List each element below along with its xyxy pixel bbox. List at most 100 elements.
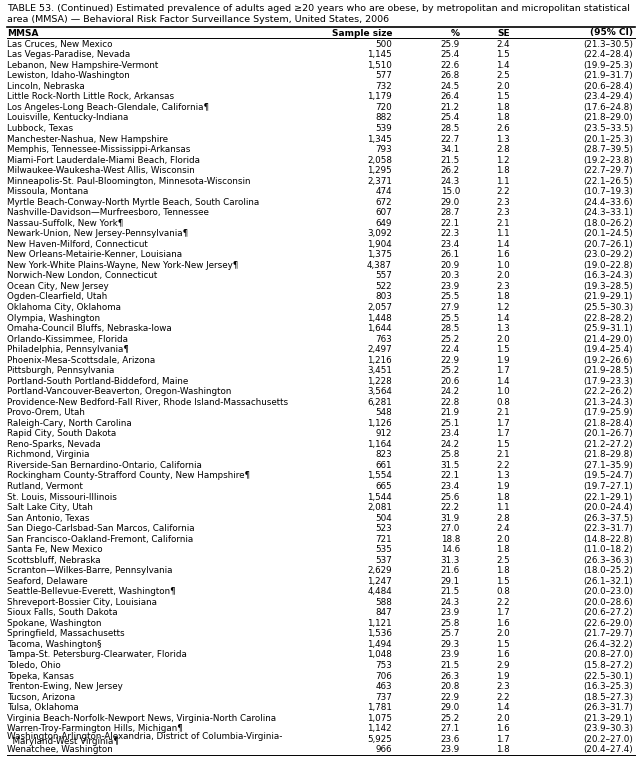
Text: 25.5: 25.5 (440, 314, 460, 323)
Text: 18.8: 18.8 (440, 535, 460, 543)
Text: (19.4–25.4): (19.4–25.4) (583, 345, 633, 354)
Text: 1.7: 1.7 (496, 429, 510, 438)
Text: 1.4: 1.4 (496, 314, 510, 323)
Text: 2.0: 2.0 (496, 714, 510, 723)
Text: 27.1: 27.1 (441, 724, 460, 733)
Text: 2.3: 2.3 (496, 209, 510, 217)
Text: 22.2: 22.2 (441, 503, 460, 512)
Text: Tulsa, Oklahoma: Tulsa, Oklahoma (7, 703, 79, 712)
Text: 1.0: 1.0 (496, 261, 510, 270)
Text: 22.6: 22.6 (441, 61, 460, 70)
Text: (22.3–31.7): (22.3–31.7) (583, 524, 633, 533)
Text: 24.5: 24.5 (441, 82, 460, 91)
Text: 1.7: 1.7 (496, 734, 510, 743)
Text: 2.2: 2.2 (496, 598, 510, 607)
Text: Manchester-Nashua, New Hampshire: Manchester-Nashua, New Hampshire (7, 135, 168, 144)
Text: SE: SE (497, 28, 510, 37)
Text: 1,295: 1,295 (367, 166, 392, 175)
Text: 14.6: 14.6 (441, 545, 460, 554)
Text: 1.6: 1.6 (496, 619, 510, 628)
Text: 1.3: 1.3 (496, 472, 510, 480)
Text: (21.8–29.0): (21.8–29.0) (583, 113, 633, 123)
Text: 523: 523 (375, 524, 392, 533)
Text: Minneapolis-St. Paul-Bloomington, Minnesota-Wisconsin: Minneapolis-St. Paul-Bloomington, Minnes… (7, 177, 251, 186)
Text: (20.2–27.0): (20.2–27.0) (583, 734, 633, 743)
Text: 803: 803 (375, 292, 392, 301)
Text: 1.2: 1.2 (496, 155, 510, 164)
Text: (20.8–27.0): (20.8–27.0) (583, 651, 633, 660)
Text: 577: 577 (375, 72, 392, 81)
Text: (22.6–29.0): (22.6–29.0) (583, 619, 633, 628)
Text: 847: 847 (375, 608, 392, 617)
Text: 1.4: 1.4 (496, 377, 510, 386)
Text: Memphis, Tennessee-Mississippi-Arkansas: Memphis, Tennessee-Mississippi-Arkansas (7, 145, 190, 154)
Text: 1.5: 1.5 (496, 440, 510, 449)
Text: 1.8: 1.8 (496, 166, 510, 175)
Text: Omaha-Council Bluffs, Nebraska-Iowa: Omaha-Council Bluffs, Nebraska-Iowa (7, 324, 172, 333)
Text: 1.1: 1.1 (496, 503, 510, 512)
Text: 20.6: 20.6 (441, 377, 460, 386)
Text: 2.3: 2.3 (496, 198, 510, 207)
Text: 26.8: 26.8 (441, 72, 460, 81)
Text: (25.5–30.3): (25.5–30.3) (583, 303, 633, 312)
Text: 732: 732 (375, 82, 392, 91)
Text: 2.2: 2.2 (496, 187, 510, 196)
Text: (20.0–24.4): (20.0–24.4) (583, 503, 633, 512)
Text: 1.6: 1.6 (496, 250, 510, 260)
Text: 3,451: 3,451 (367, 366, 392, 375)
Text: 23.4: 23.4 (441, 482, 460, 491)
Text: New Haven-Milford, Connecticut: New Haven-Milford, Connecticut (7, 240, 147, 249)
Text: 522: 522 (376, 282, 392, 291)
Text: 23.4: 23.4 (441, 429, 460, 438)
Text: Sample size: Sample size (331, 28, 392, 37)
Text: (21.9–28.5): (21.9–28.5) (583, 366, 633, 375)
Text: Rutland, Vermont: Rutland, Vermont (7, 482, 83, 491)
Text: (17.9–23.3): (17.9–23.3) (583, 377, 633, 386)
Text: 1,494: 1,494 (367, 640, 392, 649)
Text: Washington-Arlington-Alexandria, District of Columbia-Virginia-: Washington-Arlington-Alexandria, Distric… (7, 733, 283, 741)
Text: 28.7: 28.7 (440, 209, 460, 217)
Text: Louisville, Kentucky-Indiana: Louisville, Kentucky-Indiana (7, 113, 128, 123)
Text: 24.2: 24.2 (441, 440, 460, 449)
Text: (27.1–35.9): (27.1–35.9) (583, 461, 633, 470)
Text: 2.0: 2.0 (496, 335, 510, 343)
Text: (14.8–22.8): (14.8–22.8) (583, 535, 633, 543)
Text: 1.8: 1.8 (496, 745, 510, 754)
Text: 1,448: 1,448 (367, 314, 392, 323)
Text: Raleigh-Cary, North Carolina: Raleigh-Cary, North Carolina (7, 419, 132, 428)
Text: Springfield, Massachusetts: Springfield, Massachusetts (7, 629, 124, 638)
Text: 1,228: 1,228 (367, 377, 392, 386)
Text: 21.5: 21.5 (441, 155, 460, 164)
Text: Reno-Sparks, Nevada: Reno-Sparks, Nevada (7, 440, 101, 449)
Text: 737: 737 (375, 693, 392, 702)
Text: (22.4–28.4): (22.4–28.4) (583, 50, 633, 59)
Text: 2.0: 2.0 (496, 629, 510, 638)
Text: Philadelphia, Pennsylvania¶: Philadelphia, Pennsylvania¶ (7, 345, 129, 354)
Text: 2.6: 2.6 (496, 124, 510, 133)
Text: 25.7: 25.7 (440, 629, 460, 638)
Text: 3,092: 3,092 (367, 229, 392, 238)
Text: Tucson, Arizona: Tucson, Arizona (7, 693, 75, 702)
Text: (22.1–29.1): (22.1–29.1) (583, 492, 633, 501)
Text: (16.3–25.3): (16.3–25.3) (583, 682, 633, 691)
Text: 25.8: 25.8 (440, 619, 460, 628)
Text: 504: 504 (375, 514, 392, 523)
Text: (19.9–25.3): (19.9–25.3) (583, 61, 633, 70)
Text: (21.3–24.3): (21.3–24.3) (583, 398, 633, 407)
Text: 29.0: 29.0 (441, 198, 460, 207)
Text: Topeka, Kansas: Topeka, Kansas (7, 671, 74, 680)
Text: Pittsburgh, Pennsylvania: Pittsburgh, Pennsylvania (7, 366, 114, 375)
Text: (23.9–30.3): (23.9–30.3) (583, 724, 633, 733)
Text: 22.8: 22.8 (441, 398, 460, 407)
Text: 27.9: 27.9 (441, 303, 460, 312)
Text: 500: 500 (375, 40, 392, 49)
Text: 763: 763 (375, 335, 392, 343)
Text: (18.0–26.2): (18.0–26.2) (583, 218, 633, 228)
Text: (22.5–30.1): (22.5–30.1) (583, 671, 633, 680)
Text: %: % (451, 28, 460, 37)
Text: Rapid City, South Dakota: Rapid City, South Dakota (7, 429, 116, 438)
Text: 2,057: 2,057 (367, 303, 392, 312)
Text: 1,904: 1,904 (367, 240, 392, 249)
Text: 588: 588 (375, 598, 392, 607)
Text: Ocean City, New Jersey: Ocean City, New Jersey (7, 282, 108, 291)
